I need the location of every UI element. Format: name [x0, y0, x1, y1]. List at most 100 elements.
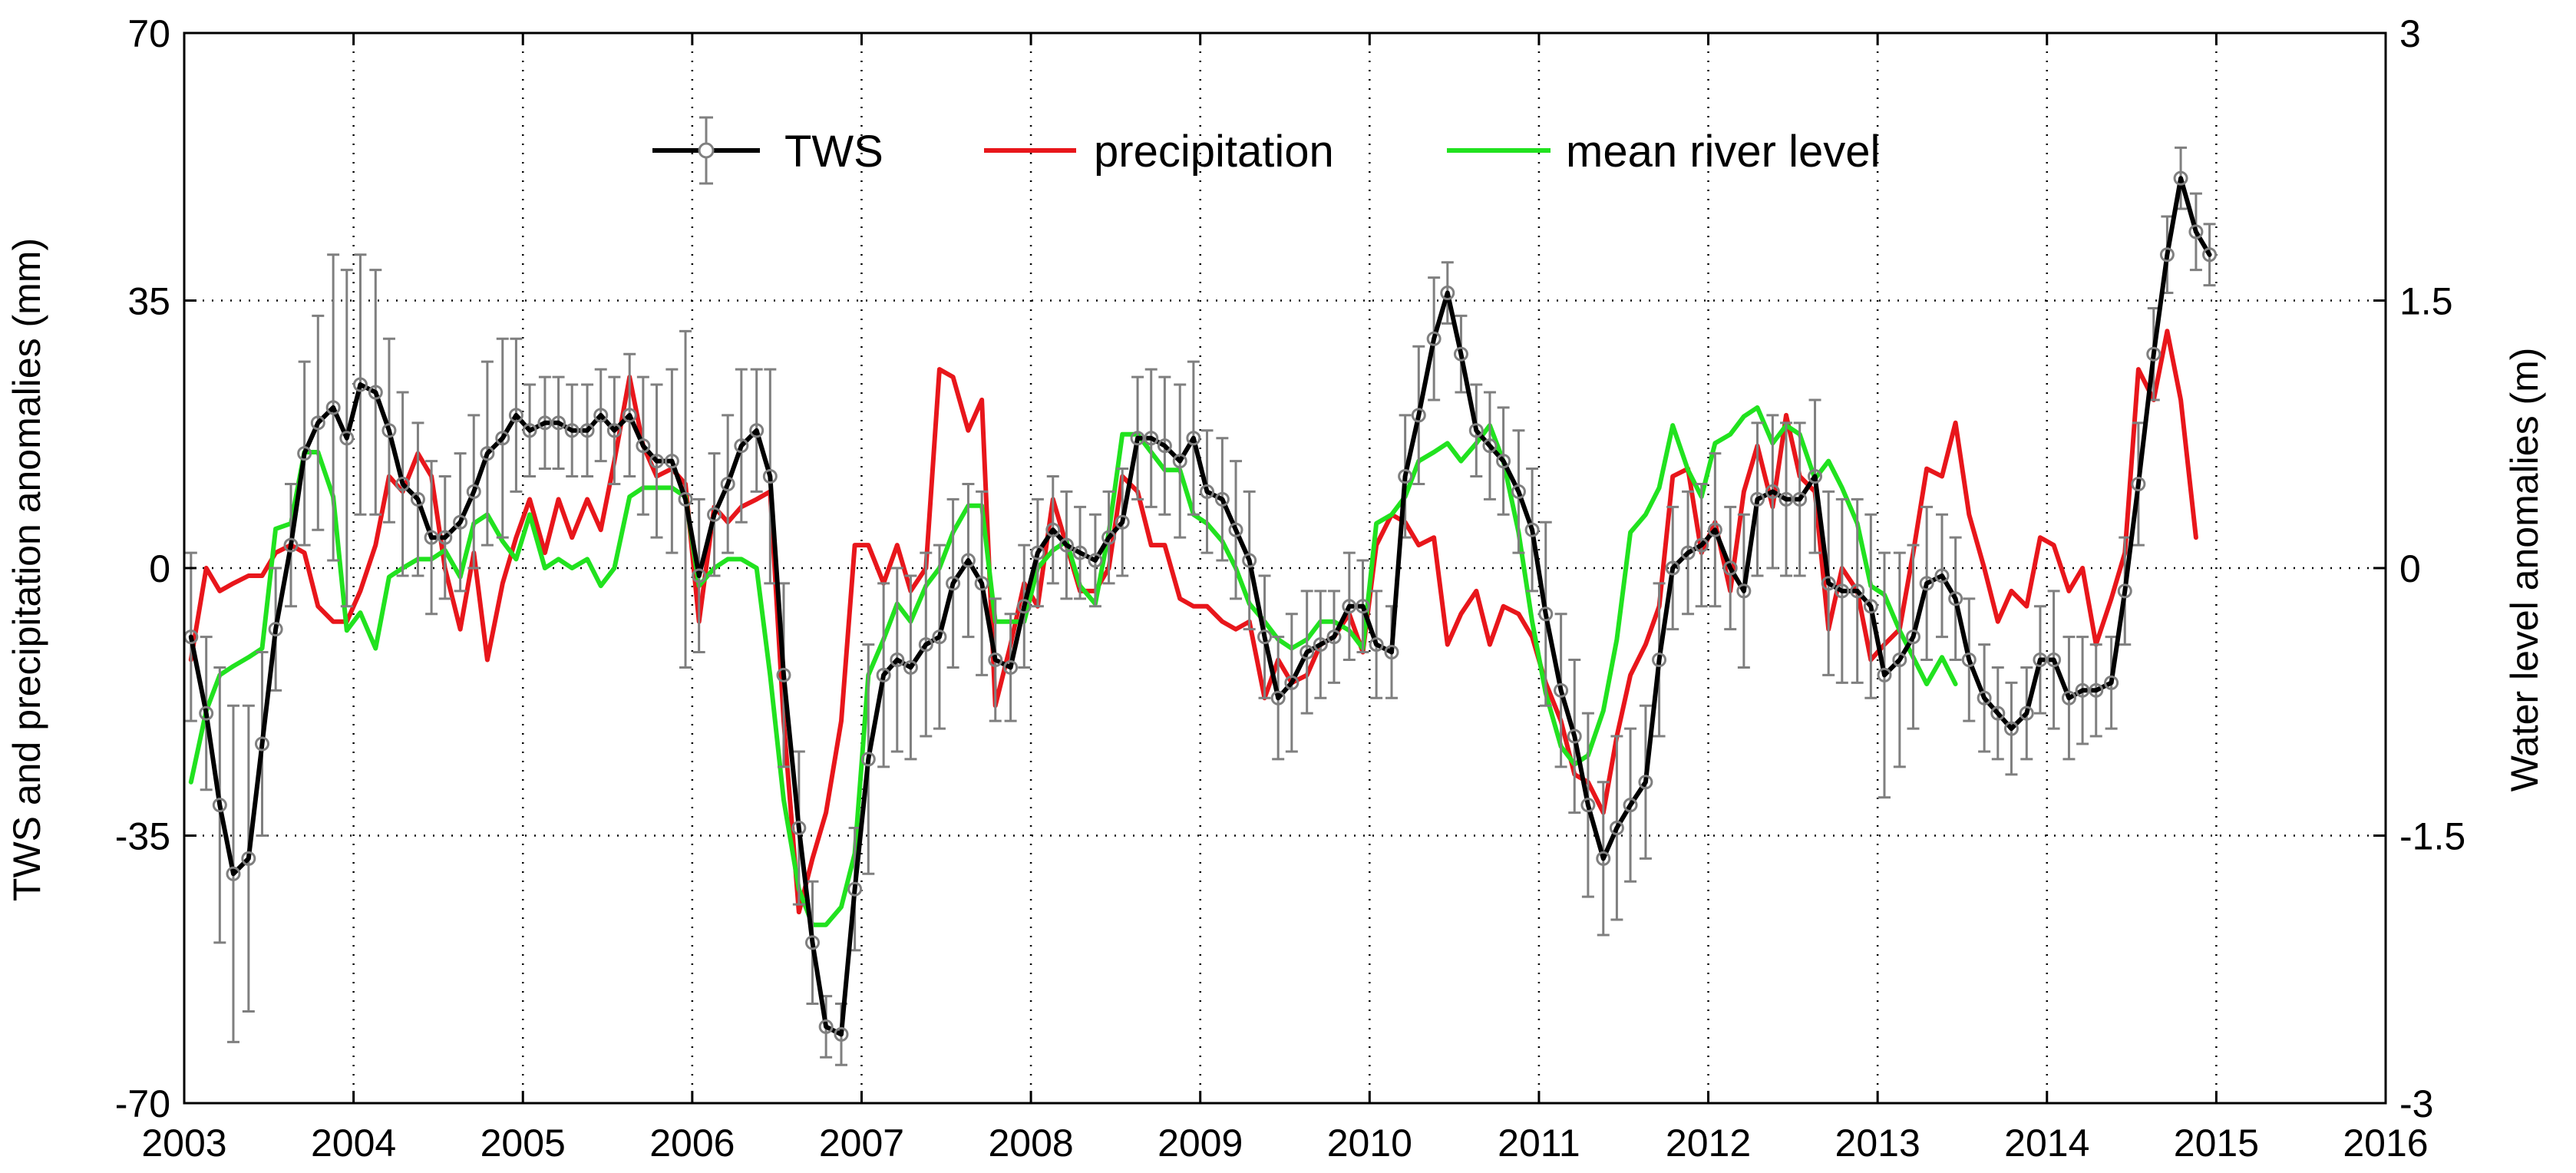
tws-point-68: [1144, 431, 1159, 446]
tws-point-8: [297, 446, 312, 461]
x-tick-label-2007: 2007: [819, 1122, 904, 1165]
tws-point-89: [1440, 286, 1455, 301]
x-tick-label-2012: 2012: [1666, 1122, 1751, 1165]
tws-point-33: [649, 454, 665, 469]
tws-point-21: [480, 446, 495, 461]
tws-point-105: [1665, 560, 1680, 576]
tws-point-44: [804, 935, 820, 950]
tws-point-10: [325, 400, 341, 415]
tws-point-67: [1130, 431, 1145, 446]
x-tick-label-2010: 2010: [1327, 1122, 1412, 1165]
tws-point-110: [1736, 583, 1752, 599]
x-tick-label-2016: 2016: [2343, 1122, 2428, 1165]
tws-markers: [183, 170, 2218, 1042]
x-tick-label-2003: 2003: [141, 1122, 226, 1165]
tws-point-69: [1157, 438, 1172, 454]
series-tws: [183, 146, 2218, 1066]
tws-point-143: [2202, 247, 2218, 263]
tws-point-95: [1524, 522, 1540, 537]
y2-tick-label--3: -3: [2399, 1082, 2433, 1125]
tws-point-112: [1765, 484, 1780, 499]
tws-point-46: [834, 1026, 849, 1042]
tws-point-109: [1722, 560, 1738, 576]
tws-point-97: [1554, 682, 1569, 698]
tws-point-4: [241, 851, 256, 866]
tws-point-75: [1242, 553, 1257, 568]
tws-point-118: [1850, 583, 1865, 599]
tws-point-27: [564, 423, 580, 438]
tws-point-124: [1934, 568, 1950, 583]
tws-point-60: [1030, 545, 1045, 560]
tws-point-83: [1355, 599, 1370, 614]
tws-point-77: [1270, 690, 1286, 705]
tws-point-62: [1058, 537, 1074, 553]
tws-point-136: [2104, 675, 2119, 690]
tws-point-132: [2046, 652, 2062, 667]
tws-point-49: [876, 667, 891, 682]
legend-label-precipitation: precipitation: [1094, 127, 1334, 177]
tws-point-25: [537, 415, 553, 431]
tws-point-29: [593, 408, 609, 423]
tws-point-11: [339, 431, 355, 446]
tws-point-18: [438, 530, 453, 545]
tws-point-137: [2117, 583, 2132, 599]
tws-point-141: [2173, 170, 2188, 186]
tws-point-96: [1538, 606, 1554, 622]
tws-point-128: [1990, 705, 2006, 721]
tws-point-102: [1623, 798, 1638, 813]
legend-marker-tws: [698, 142, 715, 159]
tws-point-38: [720, 476, 735, 491]
tws-point-120: [1877, 667, 1892, 682]
series-line-precipitation: [188, 329, 2198, 915]
ticks: 2003 2004 2005 2006 2007 2008 2009 2010 2011 2012…: [115, 12, 2465, 1165]
tws-point-57: [988, 652, 1003, 667]
tws-point-108: [1707, 522, 1722, 537]
tws-point-5: [254, 736, 269, 752]
tws-point-1: [199, 705, 214, 721]
tws-point-127: [1977, 690, 1992, 705]
y-tick-label-35: 35: [127, 280, 170, 323]
legend: TWS precipitation mean river level: [652, 116, 1880, 185]
tws-point-78: [1284, 675, 1300, 690]
tws-point-86: [1398, 469, 1413, 484]
tws-point-35: [678, 491, 693, 507]
tws-point-88: [1426, 331, 1442, 346]
x-tick-label-2011: 2011: [1498, 1122, 1580, 1165]
tws-point-101: [1609, 821, 1624, 836]
tws-point-58: [1003, 659, 1019, 675]
tws-point-32: [636, 438, 651, 454]
x-tick-label-2008: 2008: [988, 1122, 1073, 1165]
tws-point-104: [1652, 652, 1667, 667]
tws-point-74: [1228, 522, 1243, 537]
tws-point-73: [1214, 491, 1230, 507]
tws-point-140: [2159, 247, 2175, 263]
tws-point-6: [268, 622, 283, 637]
tws-point-126: [1961, 652, 1977, 667]
y2-tick-label--1.5: -1.5: [2399, 815, 2465, 858]
tws-point-28: [580, 423, 595, 438]
tws-point-39: [734, 438, 749, 454]
tws-point-115: [1808, 469, 1823, 484]
tws-point-66: [1115, 514, 1130, 530]
tws-point-82: [1342, 599, 1357, 614]
tws-point-117: [1835, 583, 1850, 599]
x-tick-label-2004: 2004: [311, 1122, 396, 1165]
tws-point-43: [791, 821, 807, 836]
tws-point-142: [2188, 224, 2204, 240]
tws-point-85: [1384, 645, 1399, 660]
tws-point-103: [1638, 775, 1653, 790]
tws-point-121: [1892, 652, 1907, 667]
tws-point-72: [1200, 484, 1215, 499]
tws-point-52: [918, 637, 933, 653]
y2-tick-label-3: 3: [2399, 12, 2421, 55]
series-layer: [183, 146, 2218, 1066]
tws-point-90: [1453, 346, 1468, 362]
tws-point-111: [1750, 491, 1765, 507]
tws-point-93: [1496, 454, 1511, 469]
tws-point-34: [664, 454, 679, 469]
legend-entry-tws: TWS: [652, 116, 883, 185]
tws-point-114: [1792, 491, 1808, 507]
tws-point-129: [2003, 721, 2019, 736]
